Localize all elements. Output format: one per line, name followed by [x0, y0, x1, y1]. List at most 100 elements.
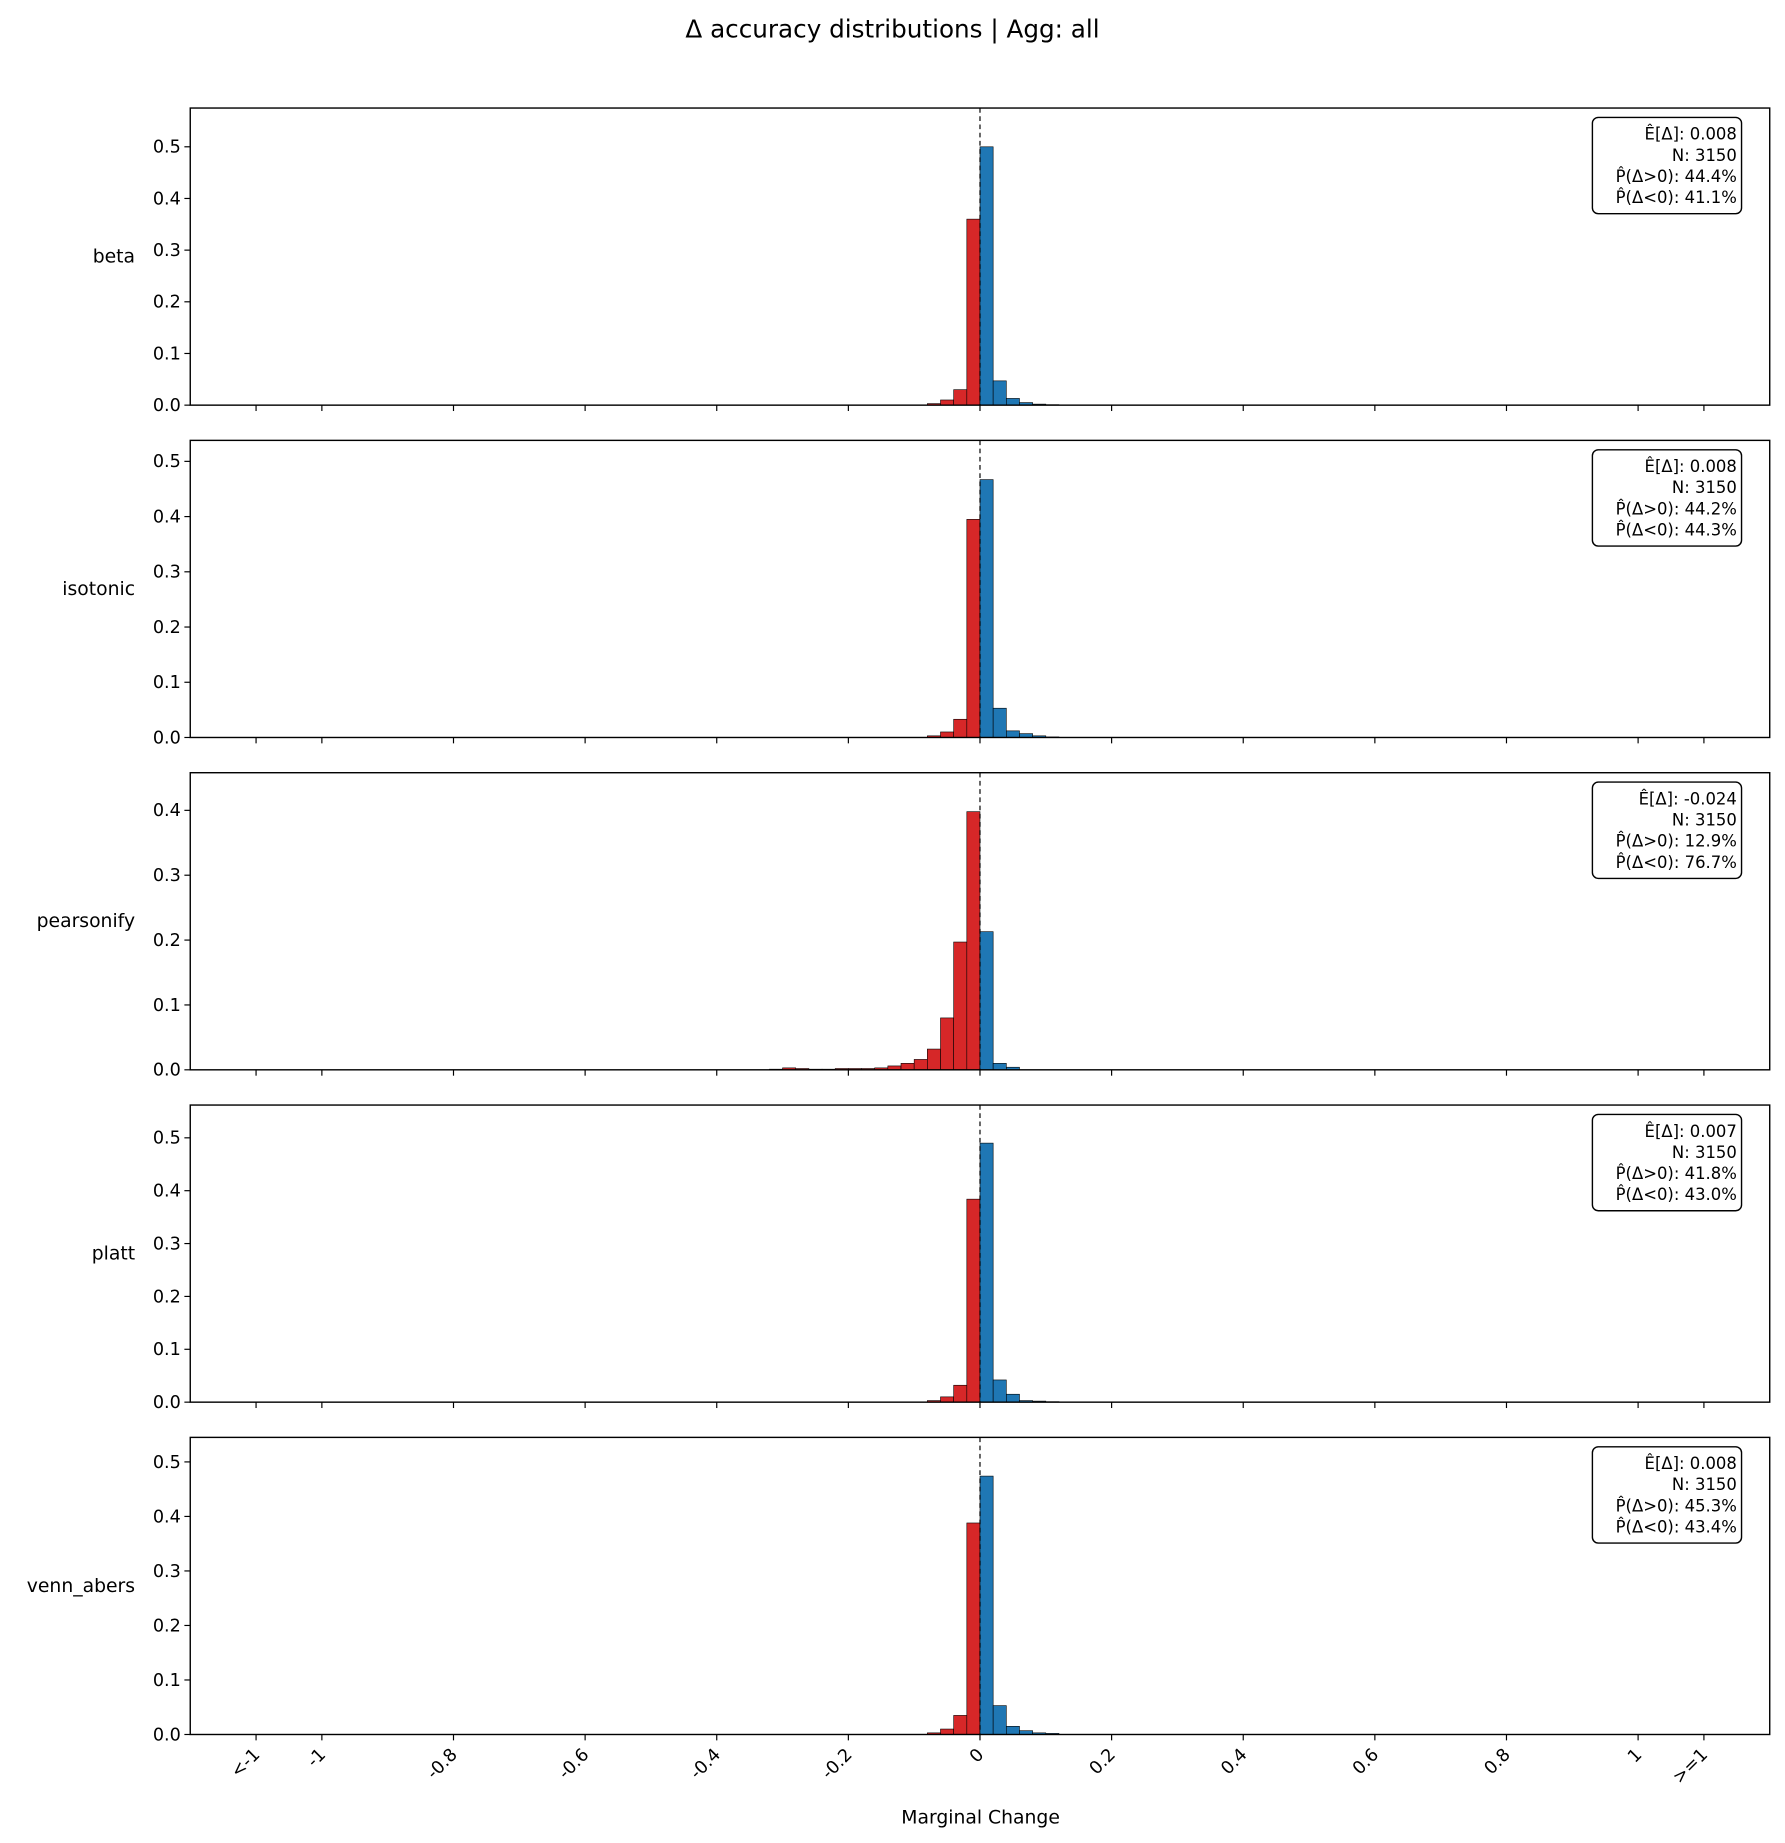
y-tick-label: 0.2: [153, 1616, 181, 1636]
histogram-bar: [979, 931, 994, 1071]
y-tick-label: 0.3: [153, 866, 181, 886]
annotation-text: N: 3150: [1672, 811, 1737, 830]
histogram-bar: [953, 941, 968, 1071]
y-tick-label: 0.3: [153, 563, 181, 583]
annotation-box: [1591, 1113, 1743, 1212]
annotation-text: P̂(Δ<0): 41.1%: [1616, 188, 1737, 207]
y-tick-label: 0.0: [153, 1061, 181, 1081]
y-axis-label: isotonic: [62, 579, 135, 600]
annotation-text: P̂(Δ>0): 41.8%: [1616, 1164, 1737, 1183]
axes-frame: [189, 439, 1771, 739]
histogram-bar: [940, 399, 954, 406]
histogram-bar: [979, 146, 994, 406]
histogram-bar: [979, 479, 994, 738]
y-axis-label: beta: [93, 246, 135, 267]
y-axis-label: platt: [92, 1243, 135, 1264]
x-tick-label: -0.4: [687, 1745, 725, 1783]
histogram-bar: [979, 1475, 994, 1735]
y-tick-label: 0.1: [153, 996, 181, 1016]
histogram-bar: [992, 1063, 1007, 1071]
histogram-bar: [1006, 1393, 1020, 1403]
axes-frame: [189, 772, 1771, 1071]
histogram-bar: [953, 389, 968, 406]
histogram-bar: [953, 718, 968, 738]
histogram-bar: [940, 1396, 954, 1403]
annotation-text: Ê[Δ]: 0.008: [1645, 125, 1737, 144]
y-tick-label: 0.1: [153, 673, 181, 693]
y-tick-label: 0.0: [153, 728, 181, 748]
annotation-text: P̂(Δ>0): 45.3%: [1616, 1496, 1737, 1515]
histogram-bar: [966, 1198, 981, 1403]
figure-title: Δ accuracy distributions | Agg: all: [685, 15, 1099, 44]
x-tick-label: -0.8: [423, 1745, 461, 1783]
histogram-bar: [979, 1142, 994, 1403]
histogram-bar: [940, 1728, 954, 1735]
x-tick-label: >=1: [1669, 1745, 1712, 1788]
y-tick-label: 0.3: [153, 241, 181, 261]
histogram-bar: [940, 731, 954, 738]
axes-frame: [189, 107, 1771, 406]
histogram-bar: [953, 1384, 968, 1403]
x-tick-label: -0.6: [555, 1745, 593, 1783]
y-tick-label: 0.5: [153, 1453, 181, 1473]
y-tick-label: 0.4: [153, 1507, 181, 1527]
histogram-bar: [927, 1048, 941, 1071]
annotation-text: P̂(Δ>0): 12.9%: [1616, 832, 1737, 851]
annotation-text: P̂(Δ<0): 43.4%: [1616, 1518, 1737, 1537]
y-tick-label: 0.2: [153, 293, 181, 313]
histogram-bar: [953, 1715, 968, 1735]
x-tick-label: -0.2: [818, 1745, 856, 1783]
y-tick-label: 0.2: [153, 931, 181, 951]
annotation-text: P̂(Δ>0): 44.2%: [1616, 499, 1737, 518]
annotation-text: N: 3150: [1672, 1475, 1737, 1494]
annotation-text: N: 3150: [1672, 478, 1737, 497]
annotation-text: Ê[Δ]: 0.008: [1645, 457, 1737, 476]
y-tick-label: 0.4: [153, 801, 181, 821]
annotation-text: Ê[Δ]: 0.007: [1645, 1122, 1737, 1141]
y-tick-label: 0.0: [153, 1393, 181, 1413]
y-tick-label: 0.4: [153, 189, 181, 209]
annotation-box: [1591, 449, 1743, 547]
annotation-box: [1591, 781, 1743, 880]
annotation-text: Ê[Δ]: 0.008: [1645, 1454, 1737, 1473]
annotation-text: P̂(Δ>0): 44.4%: [1616, 167, 1737, 186]
y-tick-label: 0.5: [153, 138, 181, 158]
histogram-bar: [992, 707, 1007, 738]
annotation-text: N: 3150: [1672, 1143, 1737, 1162]
axes-frame: [189, 1436, 1771, 1736]
annotation-text: P̂(Δ<0): 76.7%: [1616, 853, 1737, 872]
x-tick-label: <-1: [227, 1745, 264, 1782]
histogram-bar: [966, 218, 981, 406]
histogram-bar: [1006, 1726, 1020, 1735]
y-tick-label: 0.1: [153, 1340, 181, 1360]
histogram-bar: [966, 811, 981, 1071]
annotation-box: [1591, 1446, 1743, 1544]
annotation-text: P̂(Δ<0): 44.3%: [1616, 520, 1737, 539]
y-tick-label: 0.1: [153, 1671, 181, 1691]
histogram-bar: [940, 1017, 954, 1071]
y-tick-label: 0.0: [153, 396, 181, 416]
histogram-bar: [913, 1059, 928, 1071]
histogram-bar: [992, 1379, 1007, 1403]
y-tick-label: 0.3: [153, 1234, 181, 1254]
annotation-text: Ê[Δ]: -0.024: [1639, 789, 1737, 808]
x-tick-label: 0.6: [1349, 1745, 1383, 1779]
histogram-bar: [1006, 730, 1020, 738]
x-tick-label: 0: [966, 1745, 988, 1767]
annotation-text: P̂(Δ<0): 43.0%: [1616, 1185, 1737, 1204]
y-tick-label: 0.3: [153, 1562, 181, 1582]
histogram-bar: [900, 1063, 915, 1071]
y-tick-label: 0.2: [153, 618, 181, 638]
x-tick-label: 1: [1624, 1745, 1646, 1767]
x-axis-label: Marginal Change: [901, 1808, 1060, 1829]
y-axis-label: pearsonify: [37, 911, 135, 932]
histogram-bar: [992, 1705, 1007, 1735]
y-tick-label: 0.4: [153, 507, 181, 527]
x-tick-label: -1: [304, 1745, 331, 1772]
y-tick-label: 0.2: [153, 1287, 181, 1307]
y-tick-label: 0.0: [153, 1725, 181, 1745]
histogram-bar: [1006, 398, 1020, 406]
histogram-bar: [966, 1522, 981, 1735]
x-tick-label: 0.4: [1218, 1745, 1252, 1779]
